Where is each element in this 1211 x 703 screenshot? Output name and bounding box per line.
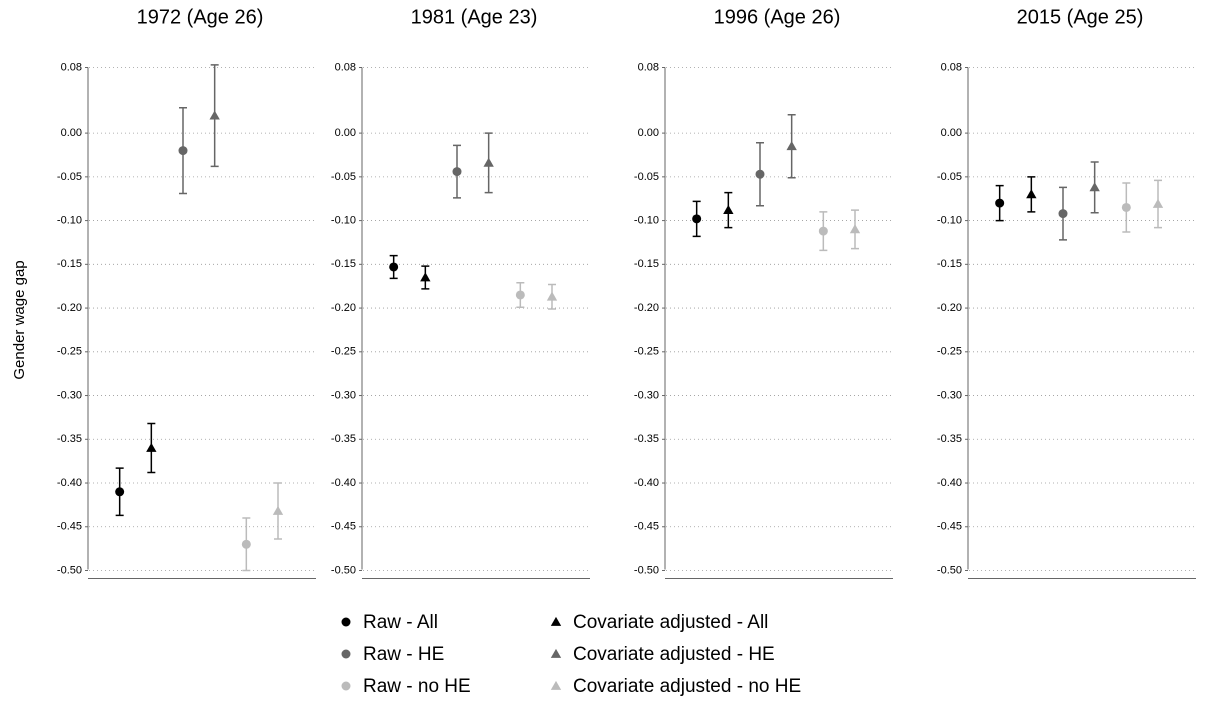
data-point — [115, 487, 125, 497]
legend-label: Covariate adjusted - HE — [573, 644, 775, 665]
y-tick-label: 0.00 — [941, 127, 962, 139]
data-point — [1152, 198, 1164, 208]
y-tick-label: -0.20 — [57, 302, 82, 314]
legend-label: Raw - no HE — [363, 676, 471, 697]
y-tick-label: -0.45 — [57, 521, 82, 533]
y-tick-label: 0.00 — [638, 127, 659, 139]
chart-title: 1981 (Age 23) — [411, 6, 538, 28]
y-tick-label: -0.20 — [634, 302, 659, 314]
y-tick-label: -0.35 — [331, 433, 356, 445]
data-point — [515, 290, 525, 300]
y-tick-label: -0.40 — [331, 477, 356, 489]
data-point — [818, 226, 828, 236]
y-tick-label: -0.45 — [937, 521, 962, 533]
data-point — [1121, 202, 1131, 212]
y-tick-label: -0.15 — [634, 258, 659, 270]
legend-marker — [341, 617, 351, 627]
legend-label: Raw - All — [363, 612, 438, 633]
legend-marker — [550, 616, 562, 626]
y-tick-label: -0.50 — [57, 564, 82, 576]
legend-marker — [341, 681, 351, 691]
data-point — [146, 442, 157, 452]
legend-marker — [550, 680, 562, 690]
y-tick-label: -0.10 — [937, 214, 962, 226]
y-tick-label: -0.45 — [634, 521, 659, 533]
y-tick-label: 0.00 — [335, 127, 356, 139]
data-point — [786, 141, 797, 151]
y-tick-label: -0.25 — [57, 346, 82, 358]
y-tick-label: 0.08 — [61, 61, 82, 73]
data-point — [420, 272, 431, 282]
y-tick-label: -0.20 — [331, 302, 356, 314]
data-point — [546, 291, 558, 301]
y-tick-label: 0.08 — [335, 61, 356, 73]
y-tick-label: -0.45 — [331, 521, 356, 533]
y-tick-label: -0.35 — [937, 433, 962, 445]
legend-marker — [341, 649, 351, 659]
data-point — [1089, 182, 1100, 192]
data-point — [389, 262, 399, 272]
y-tick-label: -0.05 — [634, 171, 659, 183]
y-tick-label: -0.15 — [937, 258, 962, 270]
y-tick-label: -0.10 — [331, 214, 356, 226]
y-tick-label: -0.25 — [937, 346, 962, 358]
data-point — [452, 167, 462, 177]
chart-title: 1972 (Age 26) — [137, 6, 264, 28]
y-tick-label: -0.30 — [634, 389, 659, 401]
legend-label: Raw - HE — [363, 644, 444, 665]
y-tick-label: -0.40 — [634, 477, 659, 489]
data-point — [272, 505, 284, 515]
legend-label: Covariate adjusted - All — [573, 612, 768, 633]
y-tick-label: -0.50 — [937, 564, 962, 576]
y-tick-label: -0.50 — [331, 564, 356, 576]
chart-title: 2015 (Age 25) — [1017, 6, 1144, 28]
legend-marker — [550, 648, 562, 658]
y-tick-label: -0.10 — [57, 214, 82, 226]
y-tick-label: 0.08 — [638, 61, 659, 73]
data-point — [241, 539, 251, 549]
data-point — [692, 214, 702, 224]
y-tick-label: -0.35 — [634, 433, 659, 445]
y-tick-label: -0.30 — [57, 389, 82, 401]
data-point — [995, 198, 1005, 208]
y-tick-label: -0.30 — [937, 389, 962, 401]
chart-title: 1996 (Age 26) — [714, 6, 841, 28]
y-tick-label: -0.30 — [331, 389, 356, 401]
data-point — [755, 169, 765, 179]
y-tick-label: -0.35 — [57, 433, 82, 445]
y-tick-label: -0.50 — [634, 564, 659, 576]
data-point — [1058, 209, 1068, 219]
y-tick-label: -0.20 — [937, 302, 962, 314]
y-axis-label: Gender wage gap — [11, 260, 28, 379]
y-tick-label: -0.25 — [634, 346, 659, 358]
y-tick-label: -0.05 — [57, 171, 82, 183]
y-tick-label: -0.40 — [57, 477, 82, 489]
y-tick-label: -0.05 — [937, 171, 962, 183]
legend-label: Covariate adjusted - no HE — [573, 676, 801, 697]
data-point — [1026, 189, 1037, 199]
y-tick-label: -0.15 — [331, 258, 356, 270]
y-tick-label: -0.15 — [57, 258, 82, 270]
data-point — [209, 110, 220, 120]
data-point — [178, 146, 188, 156]
data-point — [723, 204, 734, 214]
y-tick-label: -0.05 — [331, 171, 356, 183]
y-tick-label: -0.40 — [937, 477, 962, 489]
data-point — [849, 224, 861, 234]
y-tick-label: 0.08 — [941, 61, 962, 73]
y-tick-label: -0.10 — [634, 214, 659, 226]
y-tick-label: 0.00 — [61, 127, 82, 139]
data-point — [483, 157, 494, 167]
y-tick-label: -0.25 — [331, 346, 356, 358]
